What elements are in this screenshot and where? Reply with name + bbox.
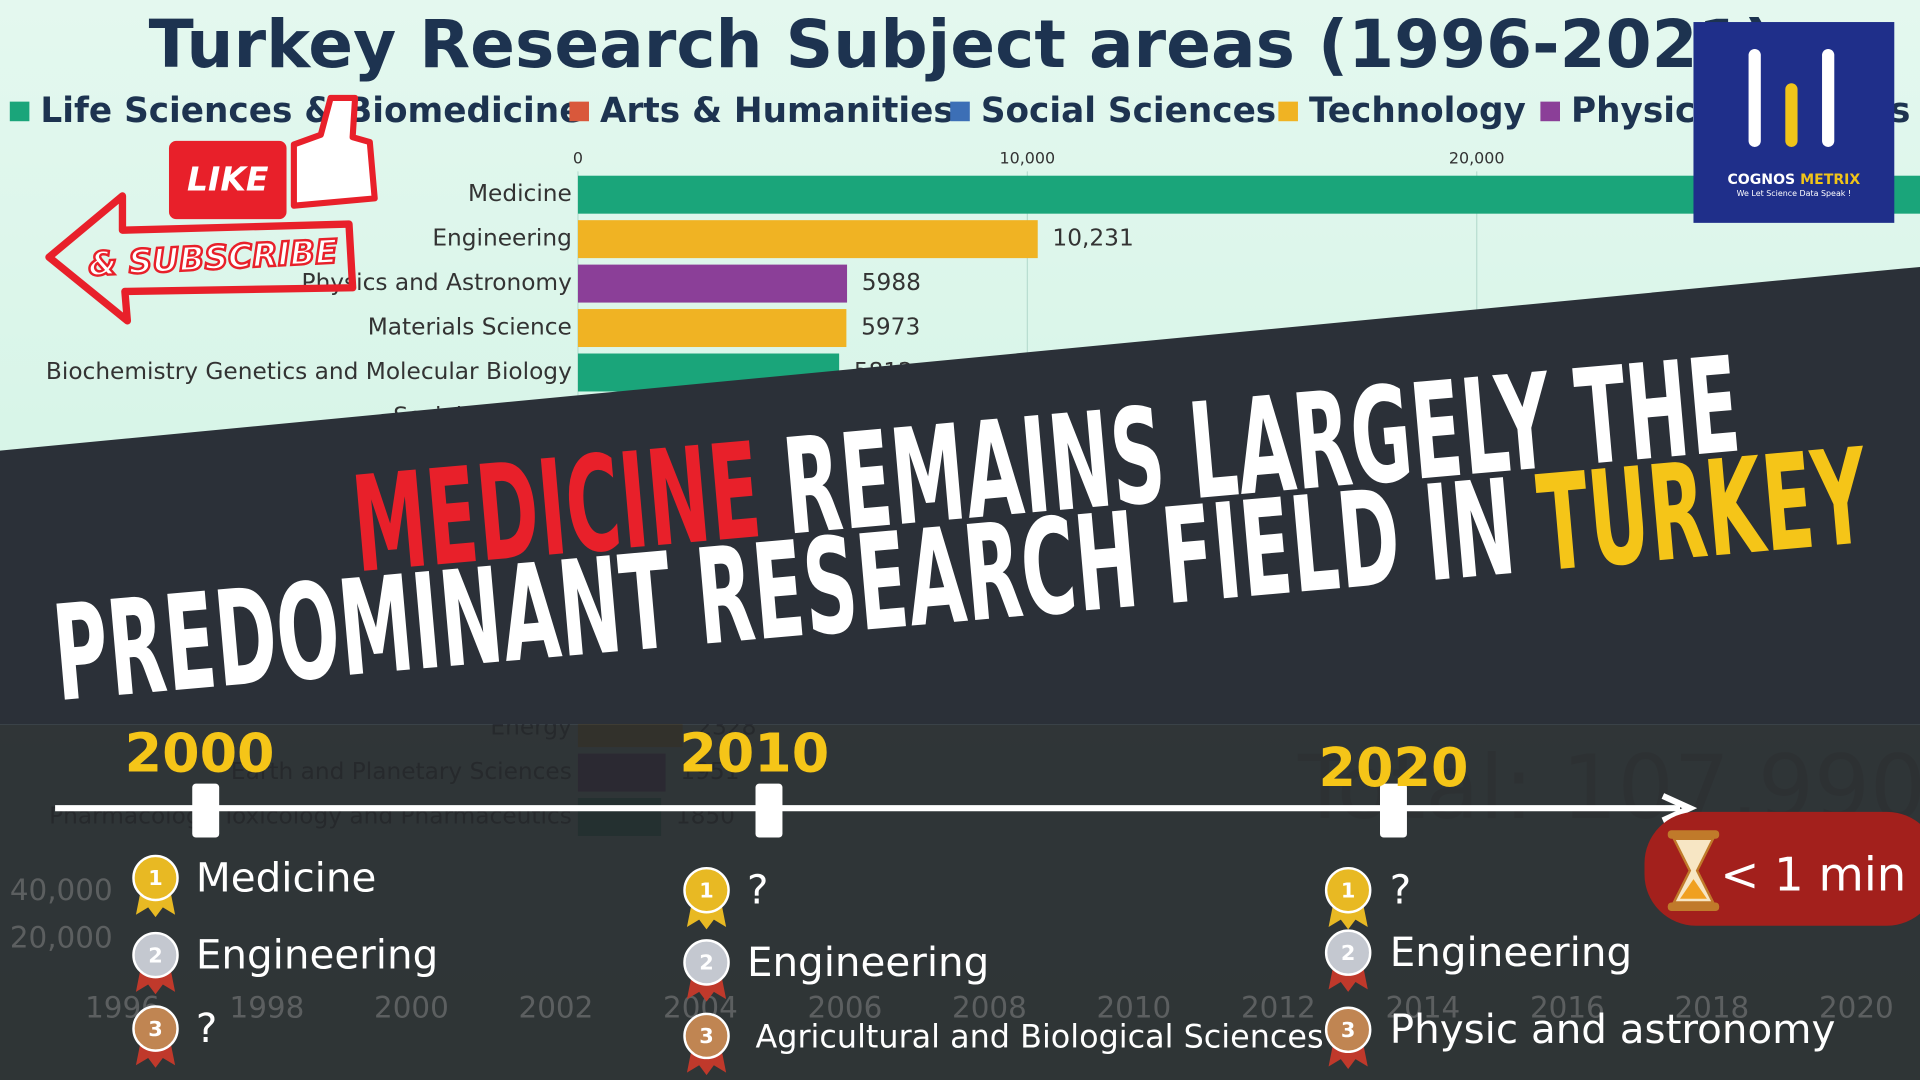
legend-swatch — [9, 101, 30, 122]
bg-x-tick-label: 2014 — [1385, 990, 1460, 1024]
legend-swatch — [950, 101, 970, 122]
logo-tagline: We Let Science Data Speak ! — [1737, 189, 1851, 198]
medal — [132, 854, 179, 902]
legend-label: Life Sciences & Biomedicine — [40, 91, 582, 131]
bar — [577, 309, 847, 348]
x-tick-label: 0 — [573, 149, 583, 168]
medal-number: 3 — [699, 1024, 713, 1048]
medal — [683, 1012, 730, 1060]
medal — [683, 866, 730, 914]
bar — [577, 220, 1038, 259]
rank-label: Medicine — [196, 853, 376, 901]
legend-swatch — [1278, 101, 1298, 122]
bg-y-tick-label: 40,000 — [10, 873, 113, 907]
rank-label: Engineering — [196, 931, 438, 979]
chart-title: Turkey Research Subject areas (1996-2021… — [149, 6, 1774, 83]
promo-arrow — [45, 192, 357, 325]
value-label: 10,231 — [1052, 225, 1133, 252]
legend-swatch — [1540, 101, 1560, 122]
timeline: 2000 1 Medicine 2 Engineering 3 ? 2010 1 ? 2 Engine… — [125, 721, 1836, 1076]
like-badge — [168, 140, 287, 220]
rank-label: Engineering — [1390, 928, 1632, 976]
timeline-marker — [1380, 783, 1407, 838]
medal-number: 2 — [699, 951, 713, 975]
timeline-marker — [755, 783, 783, 838]
logo-name-2: METRIX — [1800, 172, 1860, 188]
medal — [1324, 929, 1372, 976]
bg-x-tick-label: 2010 — [1096, 990, 1171, 1024]
medal — [132, 931, 179, 979]
medal — [1324, 1006, 1372, 1054]
rank-label: Agricultural and Biological Sciences — [756, 1017, 1324, 1055]
medal-number: 3 — [1341, 1018, 1355, 1042]
bg-x-tick-label: 1998 — [230, 990, 305, 1024]
rank-label: Engineering — [747, 938, 989, 986]
legend: Life Sciences & Biomedicine Arts & Humani… — [9, 91, 1910, 131]
x-tick-label: 10,000 — [1000, 149, 1056, 168]
thumbs-up — [290, 94, 378, 209]
medal — [132, 1005, 179, 1052]
bg-x-tick-label: 2020 — [1819, 990, 1894, 1024]
timeline-year: 2010 — [679, 721, 829, 784]
like-text: LIKE — [187, 160, 269, 199]
logo-bar — [1822, 48, 1835, 147]
value-label: 5973 — [861, 314, 920, 341]
bg-x-tick-label: 2006 — [808, 990, 883, 1024]
headline-highlight: TURKEY — [1532, 421, 1874, 602]
value-label: 5988 — [862, 269, 921, 296]
bg-x-tick-label: 2018 — [1674, 990, 1749, 1024]
logo-name-1: COGNOS — [1727, 172, 1795, 188]
bg-x-tick-label: 2000 — [374, 990, 449, 1024]
bg-y-tick-label: 20,000 — [10, 921, 113, 955]
y-tick-label: Biochemistry Genetics and Molecular Biol… — [46, 358, 572, 385]
headline-highlight: MEDICINE — [347, 416, 767, 604]
x-tick-label: 20,000 — [1449, 149, 1505, 168]
timeline-panel — [0, 724, 1920, 1080]
timeline-year: 2020 — [1319, 736, 1469, 799]
bg-x-tick-label: 2002 — [519, 990, 594, 1024]
y-tick-label: Engineering — [432, 225, 572, 252]
bg-x-tick-label: 2016 — [1530, 990, 1605, 1024]
logo-name: COGNOS METRIX — [1727, 172, 1860, 188]
medal-number: 1 — [699, 878, 713, 902]
legend-label: Arts & Humanities — [600, 91, 954, 131]
timer-text: < 1 min — [1720, 847, 1906, 901]
medal-number: 1 — [148, 866, 162, 890]
timeline-marker — [192, 783, 220, 838]
bg-x-tick-label: 2012 — [1241, 990, 1316, 1024]
timeline-arrow — [1661, 793, 1698, 824]
legend-swatch — [569, 101, 589, 122]
rank-label: Physic and astronomy — [1390, 1005, 1836, 1053]
rank-label: ? — [1390, 866, 1411, 914]
y-tick-label: Physics and Astronomy — [302, 269, 573, 296]
banner — [0, 266, 1920, 725]
bar — [577, 264, 848, 303]
logo-bar — [1748, 48, 1761, 147]
medal-number: 1 — [1341, 878, 1355, 902]
y-tick-label: Materials Science — [368, 314, 572, 341]
rank-label: ? — [196, 1004, 217, 1052]
bg-x-tick-label: 2008 — [952, 990, 1027, 1024]
medal-number: 2 — [148, 943, 162, 967]
timeline-year: 2000 — [125, 721, 275, 784]
medal — [683, 939, 730, 986]
legend-label: Technology — [1309, 91, 1526, 131]
logo-bar — [1785, 83, 1798, 147]
medal — [1324, 866, 1372, 914]
y-tick-label: Medicine — [468, 180, 572, 207]
medal-number: 2 — [1341, 941, 1355, 965]
legend-label: Social Sciences — [981, 91, 1276, 131]
medal-number: 3 — [148, 1017, 162, 1041]
hourglass-icon — [1667, 830, 1720, 912]
rank-label: ? — [747, 866, 768, 914]
